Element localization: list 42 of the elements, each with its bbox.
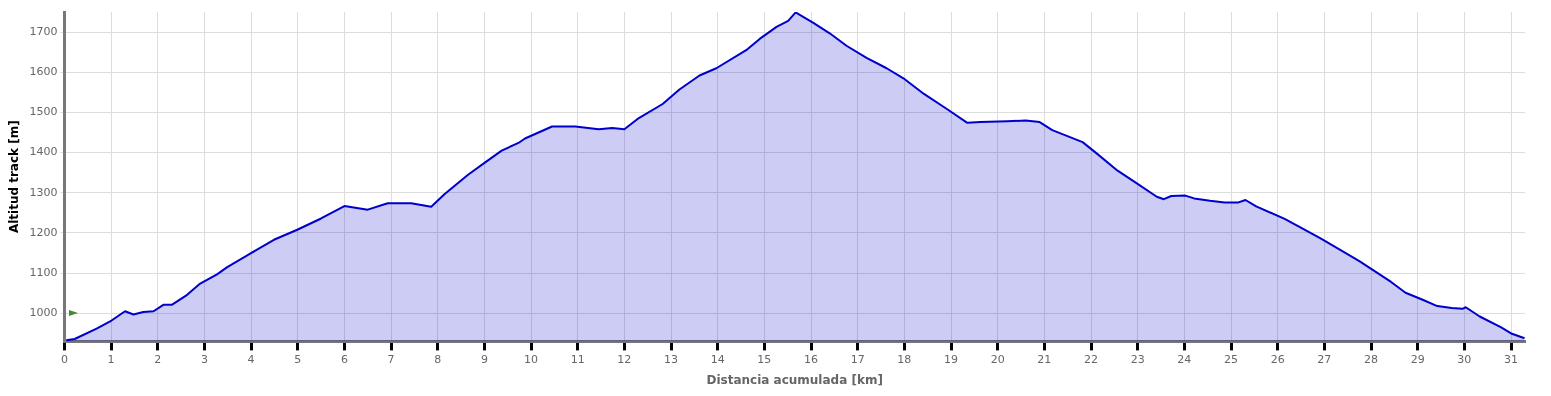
x-tick-label: 3 — [200, 352, 208, 366]
x-tick-label: 23 — [1130, 352, 1145, 366]
x-tick-label: 15 — [757, 352, 772, 366]
x-tick-label: 21 — [1037, 352, 1052, 366]
x-tick-label: 28 — [1364, 352, 1379, 366]
x-tick-label: 6 — [340, 352, 348, 366]
x-tick-label: 12 — [617, 352, 632, 366]
y-tick-label: 1200 — [29, 225, 58, 239]
y-tick-label: 1300 — [29, 185, 58, 199]
x-tick-label: 9 — [480, 352, 488, 366]
x-tick-label: 16 — [804, 352, 819, 366]
y-axis-title: Altitud track [m] — [7, 120, 22, 234]
y-tick-label: 1400 — [29, 145, 58, 159]
x-tick-label: 26 — [1270, 352, 1285, 366]
x-tick-label: 24 — [1177, 352, 1192, 366]
x-tick-label: 8 — [434, 352, 442, 366]
x-tick-label: 22 — [1084, 352, 1099, 366]
x-tick-label: 2 — [154, 352, 162, 366]
x-tick-label: 4 — [247, 352, 255, 366]
x-tick-label: 5 — [294, 352, 302, 366]
x-tick-label: 30 — [1457, 352, 1472, 366]
x-tick-label: 11 — [570, 352, 585, 366]
x-tick-label: 1 — [107, 352, 115, 366]
x-tick-label: 0 — [60, 352, 68, 366]
x-tick-label: 19 — [944, 352, 959, 366]
x-axis-title: Distancia acumulada [km] — [706, 372, 883, 387]
x-tick-label: 29 — [1410, 352, 1425, 366]
x-tick-label: 31 — [1504, 352, 1518, 366]
y-tick-label: 1600 — [29, 65, 58, 79]
x-tick-label: 25 — [1224, 352, 1239, 366]
y-tick-label: 1000 — [29, 306, 58, 320]
x-tick-label: 27 — [1317, 352, 1332, 366]
x-tick-label: 7 — [387, 352, 395, 366]
x-tick-label: 13 — [664, 352, 679, 366]
x-tick-label: 10 — [524, 352, 539, 366]
y-tick-label: 1100 — [29, 265, 58, 279]
y-tick-label: 1500 — [29, 105, 58, 119]
x-tick-label: 18 — [897, 352, 912, 366]
x-tick-label: 20 — [990, 352, 1005, 366]
x-tick-label: 17 — [850, 352, 865, 366]
y-tick-label: 1700 — [29, 24, 58, 38]
x-tick-label: 14 — [710, 352, 725, 366]
